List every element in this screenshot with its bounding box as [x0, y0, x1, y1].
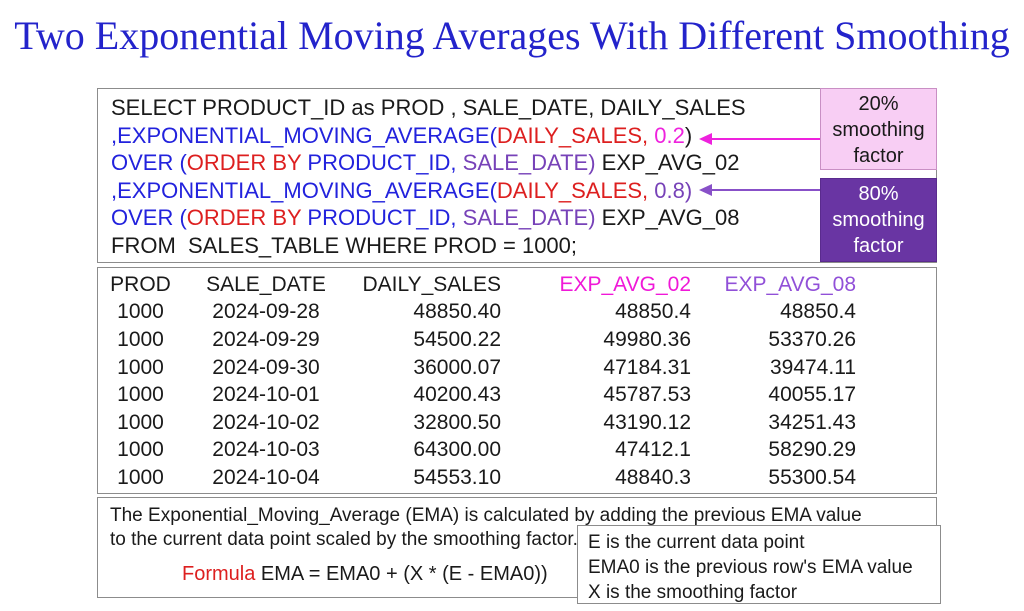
table-cell: 45787.53 — [603, 383, 691, 407]
table-cell: 1000 — [117, 383, 164, 407]
table-cell: 48840.3 — [615, 465, 691, 489]
table-cell: 55300.54 — [768, 465, 856, 489]
legend-line: X is the smoothing factor — [588, 582, 798, 603]
formula-line: Formula EMA = EMA0 + (X * (E - EMA0)) — [182, 563, 936, 586]
table-cell: 1000 — [117, 465, 164, 489]
table-cell: 43190.12 — [603, 410, 691, 434]
sql-token: PRODUCT_ID, — [307, 150, 463, 175]
explanation-line-2: to the current data point scaled by the … — [110, 529, 578, 550]
sql-code: SELECT PRODUCT_ID as PROD , SALE_DATE, D… — [111, 94, 936, 259]
table-cell: 2024-09-29 — [212, 327, 320, 351]
smoothing-80-callout: 80% smoothing factor — [820, 178, 937, 262]
sql-token: ,EXPONENTIAL_MOVING_AVERAGE( — [111, 122, 497, 148]
sql-token: DAILY_SALES, — [496, 177, 649, 203]
legend-line: EMA0 is the previous row's EMA value — [588, 557, 913, 578]
table-cell: 1000 — [117, 355, 164, 379]
table-cell: 47412.1 — [615, 438, 691, 462]
table-row: 1000 2024-09-28 48850.40 48850.4 48850.4 — [98, 299, 858, 327]
sql-token: SELECT PRODUCT_ID as PROD , SALE_DATE, D… — [111, 95, 746, 120]
table-cell: 2024-10-02 — [212, 410, 320, 434]
table-cell: 53370.26 — [768, 327, 856, 351]
table-row: 1000 2024-10-02 32800.50 43190.12 34251.43 — [98, 409, 858, 437]
column-header: PROD — [110, 272, 171, 296]
table-row: 1000 2024-10-01 40200.43 45787.53 40055.17 — [98, 381, 858, 409]
table-row: 1000 2024-10-03 64300.00 47412.1 58290.29 — [98, 437, 858, 465]
table-row: 1000 2024-09-30 36000.07 47184.31 39474.11 — [98, 354, 858, 382]
table-cell: 1000 — [117, 438, 164, 462]
left-arrow-icon — [699, 184, 712, 196]
table-cell: 1000 — [117, 410, 164, 434]
sql-token: 0.8 — [648, 177, 685, 203]
page-title: Two Exponential Moving Averages With Dif… — [14, 13, 1010, 58]
table-cell: 40055.17 — [768, 383, 856, 407]
sql-line: OVER (ORDER BY PRODUCT_ID, SALE_DATE) EX… — [111, 149, 936, 177]
legend-line: E is the current data point — [588, 532, 805, 553]
sql-token: FROM SALES_TABLE WHERE PROD = 1000; — [111, 232, 578, 258]
table-cell: 54553.10 — [413, 465, 501, 489]
table-cell: 40200.43 — [413, 383, 501, 407]
table-header-row: PROD SALE_DATE DAILY_SALES EXP_AVG_02 EXP_AV… — [98, 271, 858, 299]
table-cell: 2024-10-01 — [212, 383, 320, 407]
formula-text: EMA = EMA0 + (X * (E - EMA0)) — [260, 563, 548, 585]
table-cell: 32800.50 — [413, 410, 501, 434]
sql-token: ,EXPONENTIAL_MOVING_AVERAGE( — [111, 177, 497, 203]
table-cell: 49980.36 — [603, 327, 691, 351]
table-cell: 2024-09-30 — [212, 355, 320, 379]
explanation-line-1: The Exponential_Moving_Average (EMA) is … — [110, 505, 862, 526]
formula-label: Formula — [182, 563, 256, 585]
sql-line: OVER (ORDER BY PRODUCT_ID, SALE_DATE) EX… — [111, 204, 936, 232]
table-cell: 64300.00 — [413, 438, 501, 462]
sql-token: EXP_AVG_08 — [595, 205, 740, 230]
sql-code-box: SELECT PRODUCT_ID as PROD , SALE_DATE, D… — [97, 88, 937, 263]
smoothing-20-label: 20% smoothing factor — [832, 93, 925, 167]
table-cell: 47184.31 — [603, 355, 691, 379]
sql-token: DAILY_SALES, — [496, 122, 649, 148]
sql-token: PRODUCT_ID, — [307, 205, 463, 230]
table-cell: 48850.40 — [413, 300, 501, 324]
sql-token: ) — [684, 122, 693, 148]
results-table-box: PROD SALE_DATE DAILY_SALES EXP_AVG_02 EXP_AV… — [97, 267, 937, 494]
sql-line: FROM SALES_TABLE WHERE PROD = 1000; — [111, 232, 936, 260]
sql-token: SALE_DATE) — [462, 205, 596, 230]
sql-line: ,EXPONENTIAL_MOVING_AVERAGE(DAILY_SALES,… — [111, 177, 936, 205]
sql-token: ORDER BY — [186, 205, 308, 230]
sql-token: ) — [684, 177, 693, 203]
table-cell: 36000.07 — [413, 355, 501, 379]
table-cell: 34251.43 — [768, 410, 856, 434]
smoothing-80-arrow — [710, 189, 820, 191]
smoothing-20-callout: 20% smoothing factor — [820, 88, 937, 170]
table-cell: 48850.4 — [780, 300, 856, 324]
sql-token: ORDER BY — [186, 150, 308, 175]
table-cell: 39474.11 — [769, 355, 856, 379]
table-cell: 54500.22 — [413, 327, 501, 351]
table-body: 1000 2024-09-28 48850.40 48850.4 48850.4 1000… — [98, 299, 858, 492]
sql-token: SALE_DATE) — [462, 150, 596, 175]
table-cell: 2024-10-04 — [212, 465, 320, 489]
table-cell: 1000 — [117, 327, 164, 351]
smoothing-20-arrow — [710, 138, 820, 140]
column-header: EXP_AVG_08 — [724, 272, 856, 296]
table-cell: 58290.29 — [768, 438, 856, 462]
sql-line: ,EXPONENTIAL_MOVING_AVERAGE(DAILY_SALES,… — [111, 122, 936, 150]
table-cell: 48850.4 — [615, 300, 691, 324]
smoothing-80-label: 80% smoothing factor — [832, 183, 925, 257]
table-cell: 2024-10-03 — [212, 438, 320, 462]
table-cell: 1000 — [117, 300, 164, 324]
sql-token: OVER ( — [111, 150, 187, 175]
formula-legend-box: E is the current data point EMA0 is the p… — [577, 525, 941, 604]
column-header: EXP_AVG_02 — [559, 272, 691, 296]
column-header: SALE_DATE — [206, 272, 326, 296]
table-row: 1000 2024-09-29 54500.22 49980.36 53370.26 — [98, 326, 858, 354]
sql-token: EXP_AVG_02 — [595, 150, 740, 175]
table-cell: 2024-09-28 — [212, 300, 320, 324]
table-row: 1000 2024-10-04 54553.10 48840.3 55300.54 — [98, 464, 858, 492]
left-arrow-icon — [699, 133, 712, 145]
sql-token: 0.2 — [648, 122, 685, 148]
sql-token: OVER ( — [111, 205, 187, 230]
column-header: DAILY_SALES — [362, 272, 501, 296]
results-table: PROD SALE_DATE DAILY_SALES EXP_AVG_02 EXP_AV… — [98, 271, 858, 492]
sql-line: SELECT PRODUCT_ID as PROD , SALE_DATE, D… — [111, 94, 936, 122]
